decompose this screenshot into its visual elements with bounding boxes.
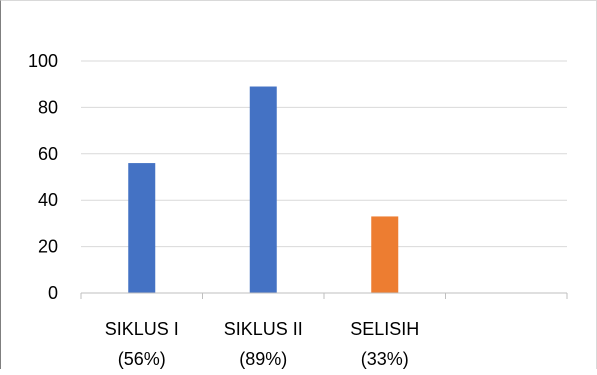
y-tick-label: 20 bbox=[38, 237, 58, 257]
gridlines bbox=[81, 60, 567, 248]
bar bbox=[128, 163, 156, 293]
x-tick-label-percent: (33%) bbox=[361, 349, 409, 369]
y-tick-label: 40 bbox=[38, 190, 58, 210]
y-tick-label: 80 bbox=[38, 97, 58, 117]
y-tick-label: 60 bbox=[38, 144, 58, 164]
y-tick-label: 100 bbox=[28, 51, 58, 71]
x-tick-label: SELISIH bbox=[350, 319, 419, 339]
bar bbox=[371, 216, 399, 293]
axes bbox=[80, 292, 568, 299]
x-tick-label-percent: (56%) bbox=[118, 349, 166, 369]
x-tick-label-percent: (89%) bbox=[239, 349, 287, 369]
x-tick-label: SIKLUS II bbox=[224, 319, 303, 339]
bars bbox=[128, 86, 399, 294]
y-tick-label: 0 bbox=[48, 283, 58, 303]
x-tick-label: SIKLUS I bbox=[105, 319, 179, 339]
labels: 0 20 40 60 80 100 SIKLUS I (56%) SIKLUS II (89%) S… bbox=[28, 51, 419, 369]
bar bbox=[249, 86, 277, 294]
